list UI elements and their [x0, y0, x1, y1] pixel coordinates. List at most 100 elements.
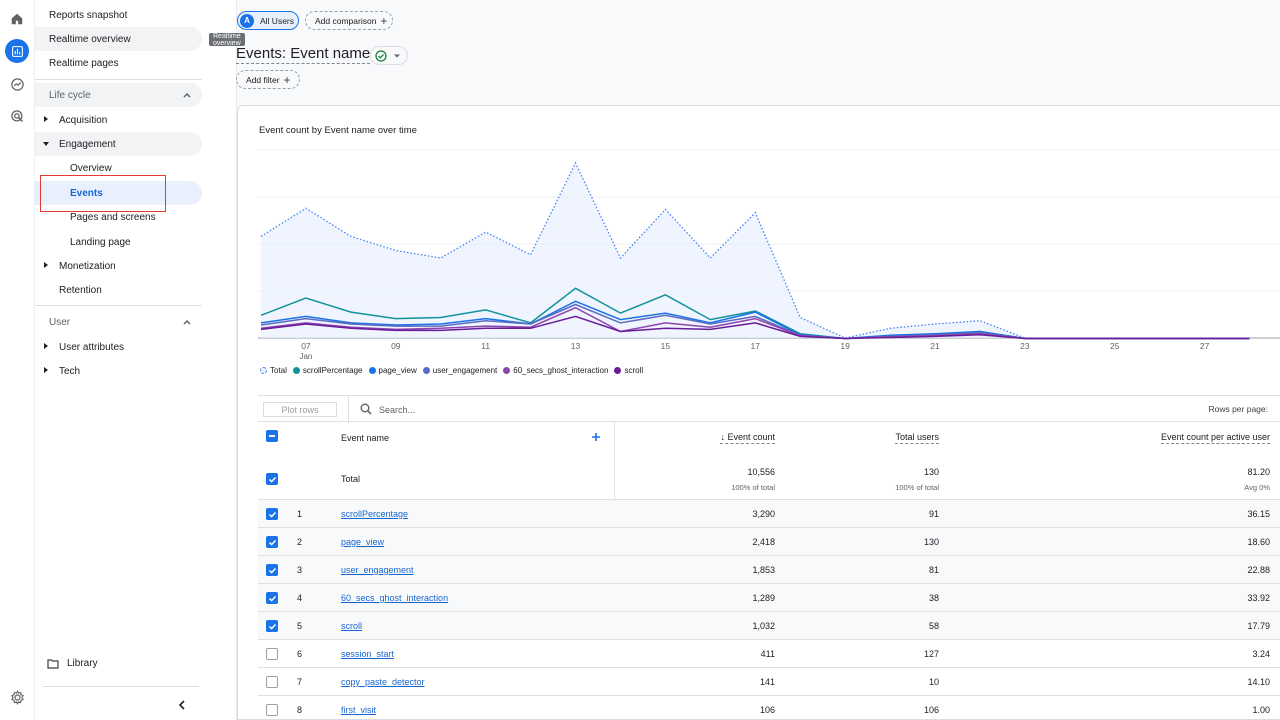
row-index: 6 — [297, 649, 303, 659]
row-checkbox[interactable] — [266, 704, 278, 716]
add-comparison-button[interactable]: Add comparison + — [305, 11, 393, 30]
plot-rows-button[interactable]: Plot rows — [263, 402, 337, 417]
event-name-link[interactable]: user_engagement — [341, 565, 414, 575]
legend-label: scrollPercentage — [302, 366, 363, 375]
nav-sub-overview[interactable]: Overview — [35, 156, 202, 180]
table-row[interactable]: 4 60_secs_ghost_interaction 1,289 38 33.92 — [258, 584, 1280, 612]
add-filter-button[interactable]: Add filter + — [236, 70, 300, 89]
advertising-icon[interactable] — [5, 104, 29, 128]
row-index: 8 — [297, 705, 303, 715]
total-checkbox[interactable] — [266, 473, 278, 485]
nav-sub-events[interactable]: Events — [35, 181, 202, 205]
event-name-link[interactable]: scroll — [341, 621, 363, 631]
home-icon[interactable] — [5, 7, 29, 31]
folder-icon — [47, 658, 59, 669]
nav-group-user-attributes[interactable]: User attributes — [35, 335, 202, 359]
event-name-link[interactable]: session_start — [341, 649, 395, 659]
legend-swatch — [292, 367, 300, 374]
col-header-total-users[interactable]: Total users — [895, 432, 939, 444]
select-all-checkbox[interactable] — [266, 430, 278, 442]
event-name-link[interactable]: 60_secs_ghost_interaction — [341, 593, 449, 603]
legend-item[interactable]: scrollPercentage — [292, 366, 363, 375]
x-tick-label: 09 — [391, 341, 401, 351]
caret-down-icon — [394, 54, 400, 57]
table-row[interactable]: 2 page_view 2,418 130 18.60 — [258, 528, 1280, 556]
caret-right-icon — [44, 262, 48, 268]
col-header-event-count-per-user[interactable]: Event count per active user — [1160, 432, 1270, 444]
per-user-cell: 18.60 — [1247, 537, 1270, 547]
x-tick-label: 25 — [1110, 341, 1120, 351]
legend-swatch — [422, 367, 430, 374]
page-title[interactable]: Events: Event name — [236, 45, 371, 64]
nav-sub-landing-page[interactable]: Landing page — [35, 230, 202, 254]
row-checkbox[interactable] — [266, 620, 278, 632]
row-checkbox[interactable] — [266, 676, 278, 688]
table-row[interactable]: 5 scroll 1,032 58 17.79 — [258, 612, 1280, 640]
row-checkbox[interactable] — [266, 592, 278, 604]
table-row[interactable]: 7 copy_paste_detector 141 10 14.10 — [258, 668, 1280, 696]
legend-item[interactable]: user_engagement — [422, 366, 498, 375]
row-index: 4 — [297, 593, 303, 603]
row-checkbox[interactable] — [266, 536, 278, 548]
nav-group-acquisition[interactable]: Acquisition — [35, 108, 202, 132]
event-name-link[interactable]: scrollPercentage — [341, 509, 409, 519]
nav-realtime-overview[interactable]: Realtime overview — [35, 27, 202, 51]
row-checkbox[interactable] — [266, 564, 278, 576]
explore-icon[interactable] — [5, 72, 29, 96]
col-header-event-count[interactable]: ↓ Event count — [720, 432, 775, 444]
report-card: Event count by Event name over time 07 09… — [237, 105, 1280, 720]
table-row[interactable]: 8 first_visit 106 106 1.00 — [258, 696, 1280, 720]
nav-group-tech[interactable]: Tech — [35, 359, 202, 383]
gear-icon[interactable] — [5, 685, 29, 709]
sub-label: Overview — [70, 162, 112, 174]
nav-item-label: Realtime pages — [49, 57, 119, 69]
col-header-event-name[interactable]: Event name — [341, 433, 390, 443]
sub-label: Events — [70, 187, 103, 199]
legend-label: Total — [270, 366, 287, 375]
event-name-link[interactable]: copy_paste_detector — [341, 677, 425, 687]
legend-label: user_engagement — [432, 366, 498, 375]
legend-item[interactable]: 60_secs_ghost_interaction — [503, 366, 608, 375]
table-row[interactable]: 1 scrollPercentage 3,290 91 36.15 — [258, 500, 1280, 528]
per-user-cell: 36.15 — [1247, 509, 1270, 519]
rows-per-page-label[interactable]: Rows per page: — [1208, 404, 1268, 414]
legend-item[interactable]: page_view — [368, 366, 417, 375]
event-count-cell: 3,290 — [752, 509, 775, 519]
icon-rail — [0, 0, 35, 720]
event-name-link[interactable]: page_view — [341, 537, 385, 547]
collapse-button[interactable] — [177, 693, 191, 717]
nav-section-user[interactable]: User — [35, 310, 202, 334]
event-name-link[interactable]: first_visit — [341, 705, 377, 715]
nav-library[interactable]: Library — [47, 651, 98, 675]
legend-swatch — [614, 367, 622, 374]
nav-section-lifecycle[interactable]: Life cycle — [35, 83, 202, 107]
row-checkbox[interactable] — [266, 508, 278, 520]
legend-item[interactable]: Total — [260, 366, 287, 375]
section-label: User — [49, 316, 71, 328]
row-checkbox[interactable] — [266, 648, 278, 660]
check-icon — [268, 539, 276, 546]
nav-group-engagement[interactable]: Engagement — [35, 132, 202, 156]
per-user-cell: 3.24 — [1252, 649, 1270, 659]
check-icon — [268, 511, 276, 518]
legend-item[interactable]: scroll — [614, 366, 643, 375]
total-users-cell: 58 — [928, 621, 939, 631]
title-status-dropdown[interactable] — [370, 46, 408, 65]
search-input[interactable] — [379, 401, 579, 418]
segment-chip-all-users[interactable]: A All Users — [237, 11, 299, 30]
table-row[interactable]: 3 user_engagement 1,853 81 22.88 — [258, 556, 1280, 584]
nav-group-monetization[interactable]: Monetization — [35, 254, 202, 278]
total-users-cell: 106 — [923, 705, 939, 715]
chevron-up-icon — [183, 319, 191, 325]
nav-realtime-pages[interactable]: Realtime pages — [35, 51, 202, 75]
x-tick-label: 19 — [840, 341, 850, 351]
event-count-cell: 1,032 — [752, 621, 775, 631]
reports-icon[interactable] — [5, 39, 29, 63]
segment-avatar: A — [240, 13, 254, 28]
nav-sub-pages-and-screens[interactable]: Pages and screens — [35, 205, 202, 229]
nav-group-retention[interactable]: Retention — [35, 278, 202, 302]
group-label: Retention — [59, 284, 102, 296]
table-row[interactable]: 6 session_start 411 127 3.24 — [258, 640, 1280, 668]
nav-reports-snapshot[interactable]: Reports snapshot — [35, 3, 202, 27]
add-dimension-icon[interactable] — [591, 432, 601, 442]
